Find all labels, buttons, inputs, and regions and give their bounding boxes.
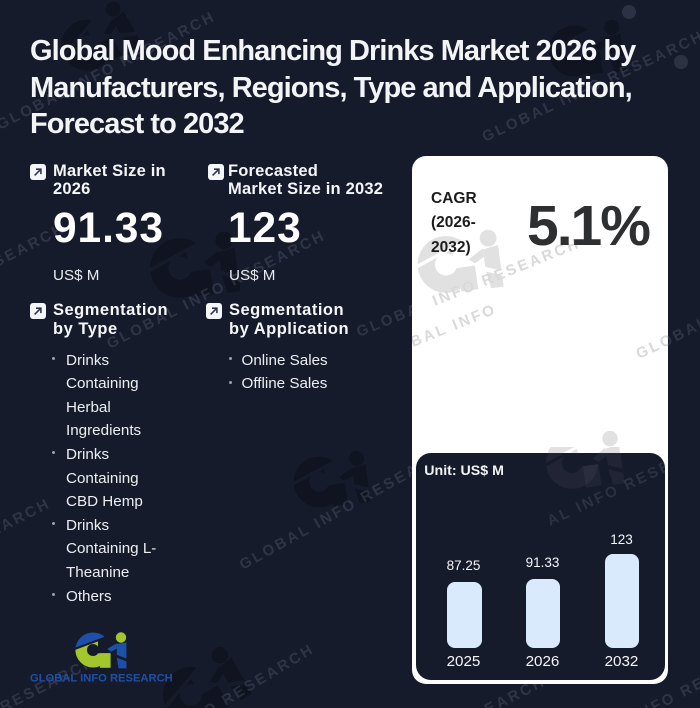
svg-text:BAL INFO: BAL INFO (412, 301, 499, 351)
svg-text:GLOBAL INFO RESEARCH: GLOBAL INFO RESEARCH (0, 495, 54, 621)
svg-text:GLOBAL INFO RESEARCH: GLOBAL INFO RESEARCH (634, 244, 668, 362)
svg-text:GLOBAL INFO RESEARCH: GLOBAL INFO RESEARCH (30, 673, 173, 685)
svg-text:AL INFO RESEARCH: AL INFO RESEARCH (544, 453, 664, 530)
